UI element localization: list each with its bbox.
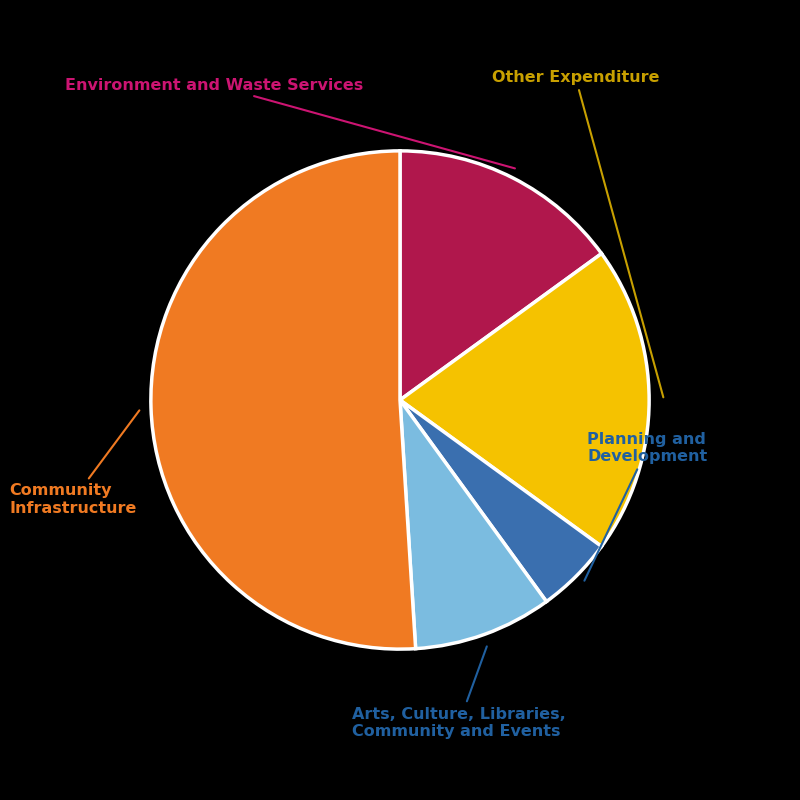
Text: Environment and Waste Services: Environment and Waste Services xyxy=(65,78,515,169)
Wedge shape xyxy=(400,151,602,400)
Text: Community
Infrastructure: Community Infrastructure xyxy=(10,410,139,516)
Text: Planning and
Development: Planning and Development xyxy=(584,432,707,581)
Text: Other Expenditure: Other Expenditure xyxy=(492,70,663,398)
Text: Arts, Culture, Libraries,
Community and Events: Arts, Culture, Libraries, Community and … xyxy=(352,646,566,739)
Wedge shape xyxy=(151,151,416,649)
Wedge shape xyxy=(400,400,546,649)
Wedge shape xyxy=(400,400,602,602)
Wedge shape xyxy=(400,254,649,546)
